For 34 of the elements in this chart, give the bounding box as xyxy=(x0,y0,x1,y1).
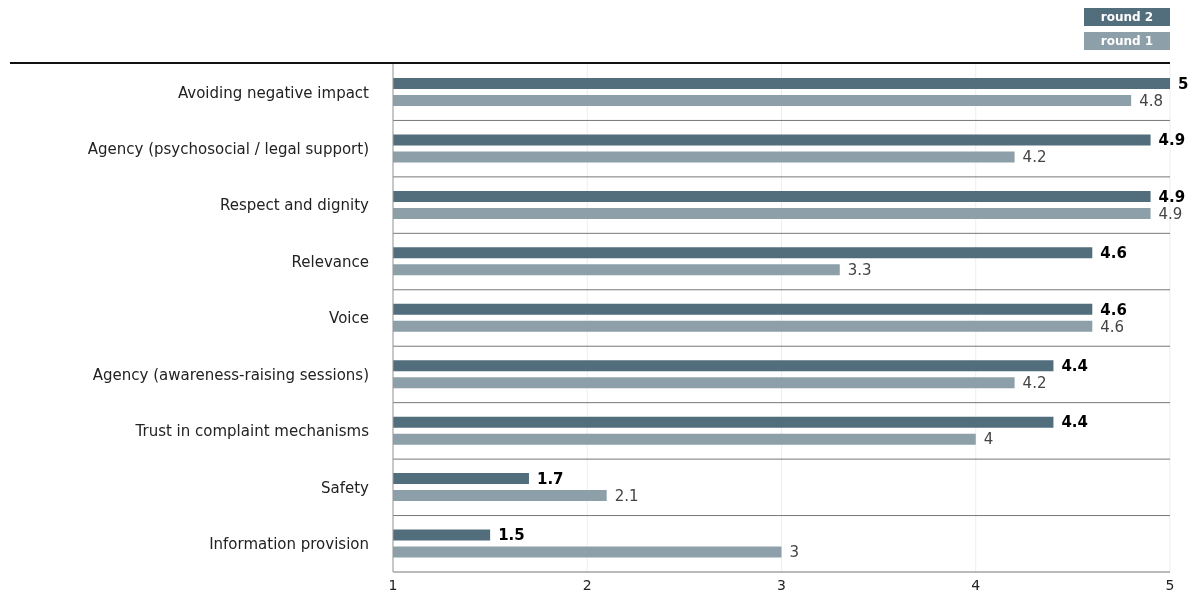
data-label: 1.7 xyxy=(536,469,564,488)
x-tick-label: 2 xyxy=(582,576,592,593)
x-tick-label: 1 xyxy=(388,576,398,593)
y-tick-label: Safety xyxy=(321,478,370,497)
y-tick-label: Agency (psychosocial / legal support) xyxy=(87,139,369,158)
data-label: 3.3 xyxy=(847,261,872,280)
data-label: 4.6 xyxy=(1100,300,1127,319)
x-tick-label: 5 xyxy=(1165,576,1175,593)
data-label: 3 xyxy=(789,543,800,562)
data-label: 4.6 xyxy=(1100,317,1125,336)
data-label: 4.9 xyxy=(1158,187,1186,206)
y-tick-label: Avoiding negative impact xyxy=(177,83,370,102)
data-label: 2.1 xyxy=(614,486,639,505)
data-label: 1.5 xyxy=(498,526,525,545)
data-label: 4.2 xyxy=(1022,374,1047,393)
x-tick-label: 3 xyxy=(777,576,786,593)
data-label: 4.4 xyxy=(1061,357,1089,376)
y-tick-label: Voice xyxy=(329,309,369,328)
y-tick-label: Information provision xyxy=(209,535,369,554)
x-tick-label: 4 xyxy=(971,576,981,593)
y-tick-label: Agency (awareness-raising sessions) xyxy=(92,365,369,384)
data-label: 5 xyxy=(1178,74,1189,93)
y-tick-label: Trust in complaint mechanisms xyxy=(134,422,370,441)
y-tick-label: Respect and dignity xyxy=(219,196,370,215)
data-label: 4.4 xyxy=(1061,413,1089,432)
data-label: 4.9 xyxy=(1158,131,1186,150)
data-label: 4.6 xyxy=(1100,244,1127,263)
text: round 2 xyxy=(1084,8,1170,26)
data-label: 4.9 xyxy=(1158,204,1183,223)
text: round 1 xyxy=(1084,32,1170,50)
y-tick-label: Relevance xyxy=(291,252,369,271)
data-label: 4.2 xyxy=(1022,148,1047,167)
data-label: 4 xyxy=(983,430,994,449)
data-label: 4.8 xyxy=(1139,91,1164,110)
